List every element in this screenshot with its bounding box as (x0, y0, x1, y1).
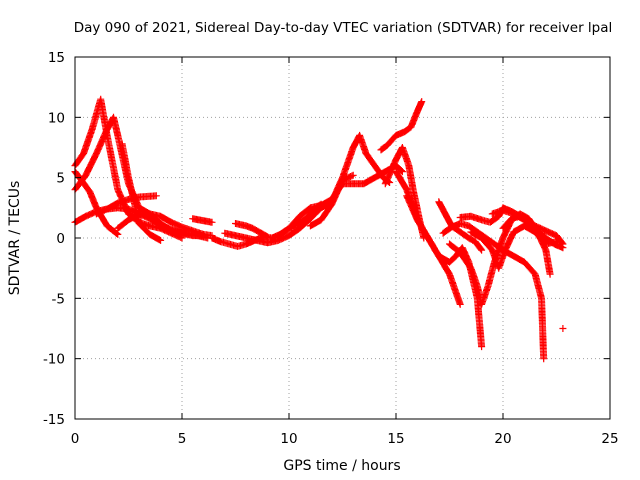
axis-ticks: 0 5 10 15 20 25 -15 -10 -5 0 5 10 15 (43, 50, 619, 447)
x-tick-label: 20 (494, 431, 511, 447)
x-tick-label: 25 (601, 431, 618, 447)
y-tick-label: 5 (56, 171, 65, 187)
y-tick-label: 15 (48, 50, 65, 66)
series-track-25 (488, 206, 567, 248)
x-axis-label: GPS time / hours (283, 458, 400, 474)
series-track-26 (559, 325, 567, 332)
data-markers (71, 95, 567, 363)
x-tick-label: 15 (387, 431, 404, 447)
series-track-11 (232, 220, 272, 241)
x-tick-label: 5 (178, 431, 187, 447)
y-axis-label: SDTVAR / TECUs (7, 181, 23, 296)
series-track-14 (328, 131, 394, 206)
series-track-7 (114, 210, 216, 240)
series-track-6 (92, 192, 160, 218)
x-tick-label: 0 (71, 431, 80, 447)
y-tick-label: -5 (52, 291, 65, 307)
y-tick-label: 0 (56, 231, 65, 247)
x-tick-label: 10 (280, 431, 297, 447)
y-tick-label: 10 (48, 110, 65, 126)
chart-title: Day 090 of 2021, Sidereal Day-to-day VTE… (74, 20, 613, 36)
series-track-8 (189, 215, 216, 226)
series-track-18 (403, 192, 464, 308)
y-tick-label: -15 (43, 412, 65, 428)
y-tick-label: -10 (43, 352, 65, 368)
series-track-15 (377, 98, 426, 154)
